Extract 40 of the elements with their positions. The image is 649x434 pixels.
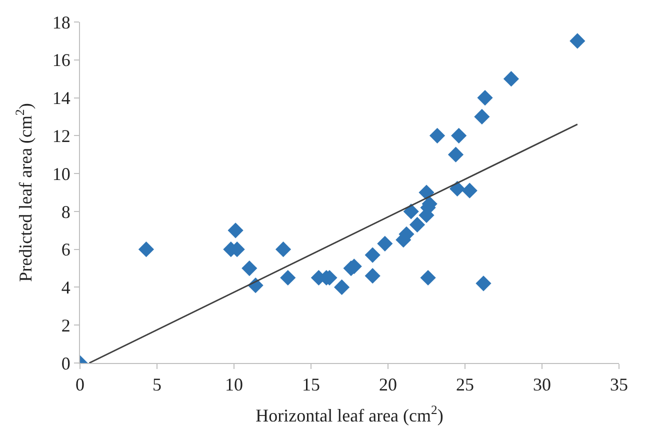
x-tick-label: 5 <box>152 374 162 395</box>
point <box>570 33 586 49</box>
point <box>280 270 296 286</box>
point <box>138 242 154 258</box>
x-axis-title: Horizontal leaf area (cm$^{2}$) <box>256 403 444 426</box>
point <box>451 128 467 144</box>
x-tick-label: 10 <box>225 374 243 395</box>
point <box>364 247 380 263</box>
y-tick-label: 12 <box>52 126 70 146</box>
y-tick-label: 8 <box>61 202 70 222</box>
y-tick-label: 16 <box>52 50 70 70</box>
point <box>476 276 492 292</box>
x-tick-label: 15 <box>302 374 320 395</box>
y-tick-label: 4 <box>61 278 70 298</box>
point <box>377 236 393 252</box>
point <box>334 279 350 296</box>
point <box>503 71 519 87</box>
point <box>242 260 258 276</box>
y-tick-label: 14 <box>52 88 70 108</box>
x-tick-label: 30 <box>533 374 551 395</box>
x-tick-label: 0 <box>76 374 84 395</box>
y-tick-label: 18 <box>52 12 70 32</box>
y-tick-label: 2 <box>61 315 70 336</box>
point <box>364 268 380 284</box>
point <box>403 204 419 220</box>
point <box>275 242 292 258</box>
x-tick-label: 20 <box>379 374 397 395</box>
point <box>474 108 490 125</box>
y-tick-label: 0 <box>61 353 70 374</box>
point <box>477 90 493 106</box>
y-tick-label: 6 <box>61 240 70 260</box>
x-tick-label: 35 <box>610 374 628 395</box>
x-tick-label: 25 <box>456 374 474 395</box>
point <box>462 182 478 198</box>
point <box>420 270 436 286</box>
point <box>429 128 446 144</box>
point <box>409 216 426 233</box>
point <box>448 146 464 162</box>
y-tick-label: 10 <box>52 164 70 184</box>
point <box>228 222 244 238</box>
